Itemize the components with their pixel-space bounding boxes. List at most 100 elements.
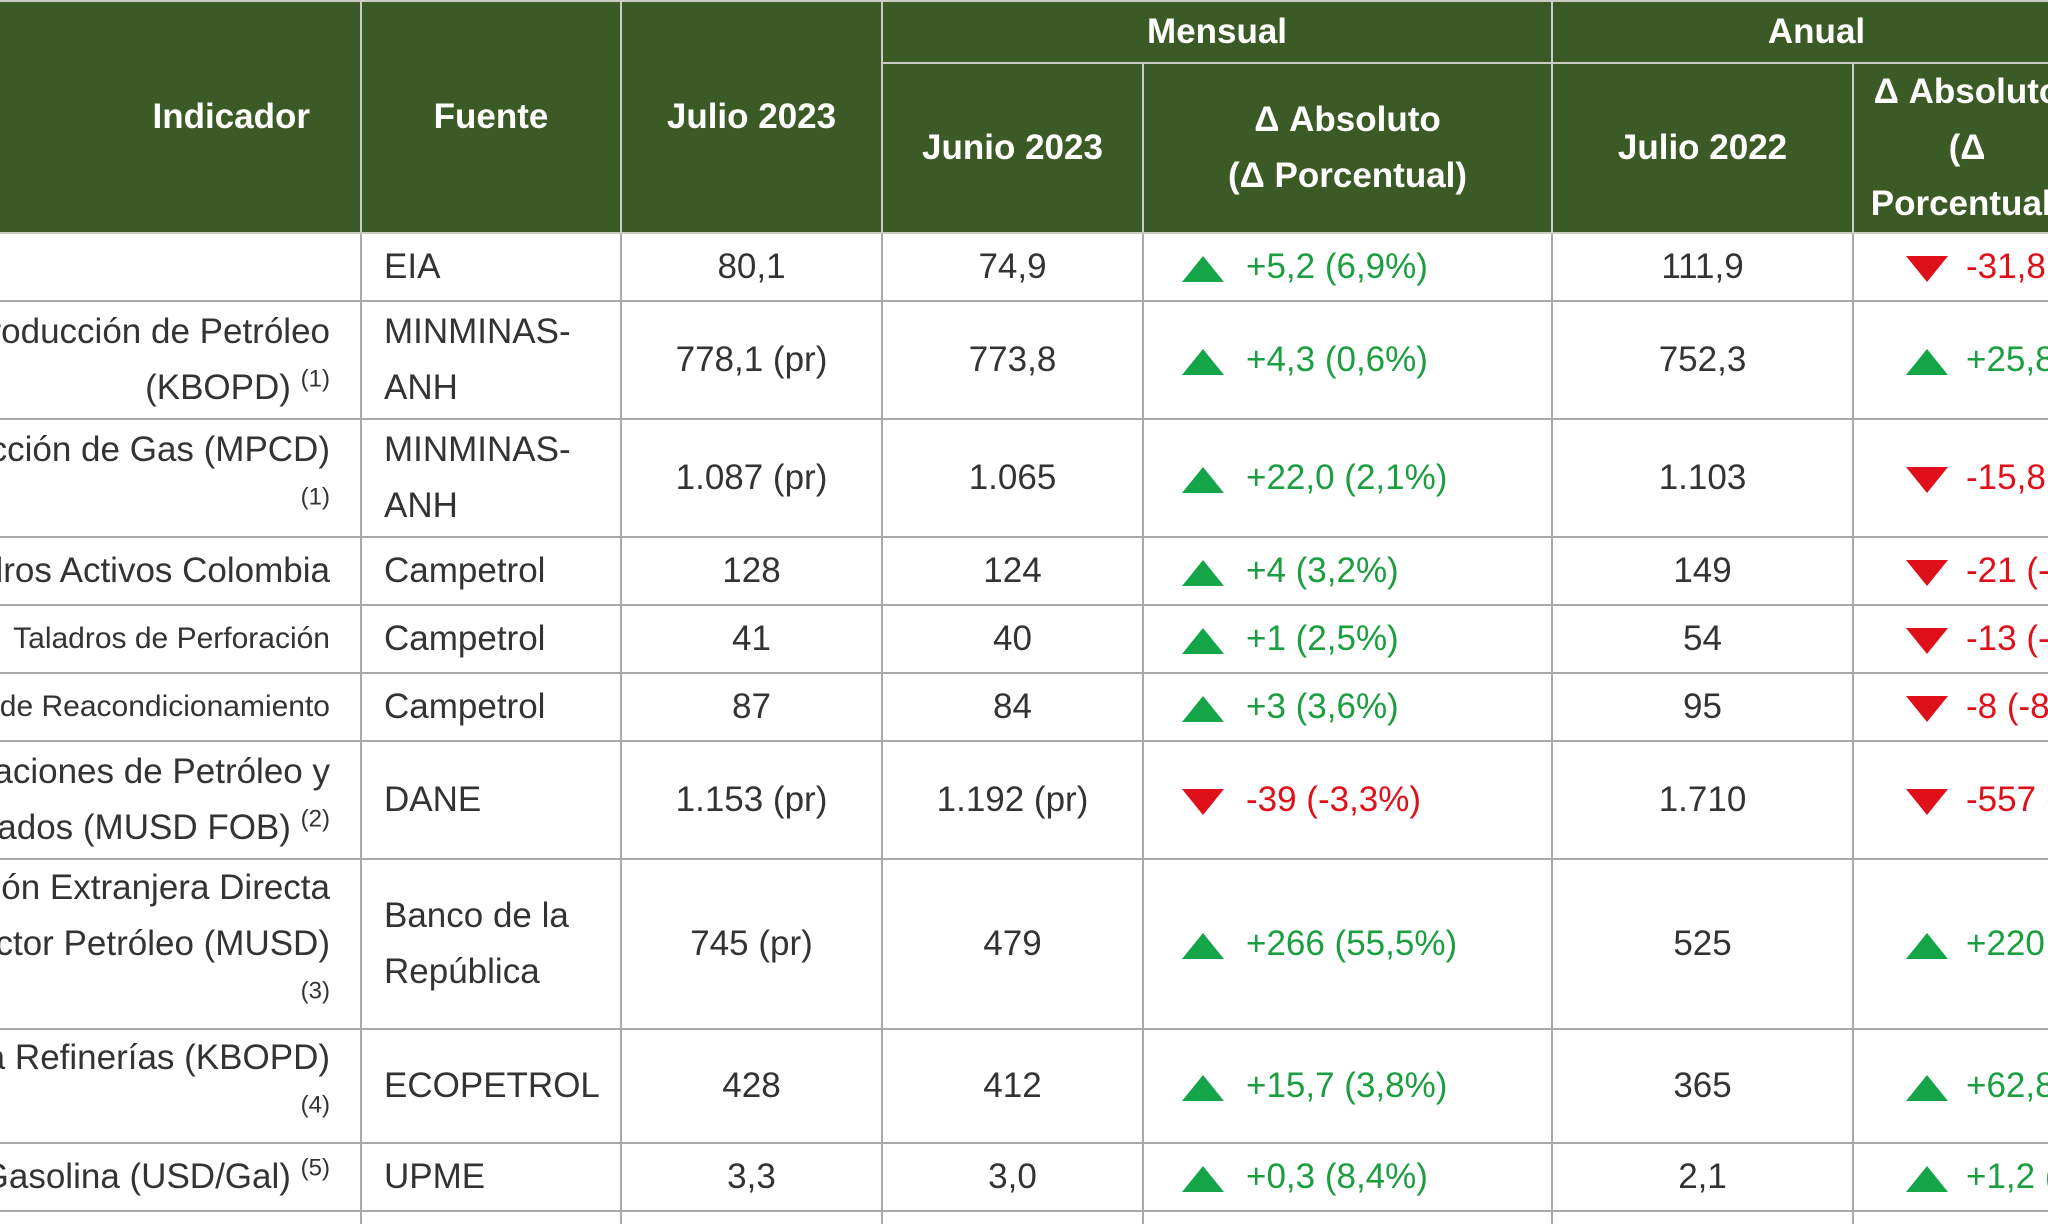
prev-year-value-cell: 365 <box>1551 1028 1855 1144</box>
prev-year-value: 111,9 <box>1661 247 1744 286</box>
table-body: EIA 80,1 74,9 +5,2 (6,9%) 111,9 -31,8 (-28,4%… <box>0 232 2048 1224</box>
current-value: 1.087 (pr) <box>675 458 828 497</box>
header-prev-year: Julio 2022 <box>1551 62 1855 234</box>
prev-month-value: 1.065 <box>968 458 1057 497</box>
triangle-up-icon <box>1182 695 1224 722</box>
source-cell: MINMINAS-ANH <box>360 300 622 420</box>
prev-month-value-cell: 2,2 <box>881 1210 1144 1224</box>
table-row: Producción de Gas (MPCD) (1)MINMINAS-ANH… <box>0 418 2048 538</box>
current-value: 778,1 (pr) <box>675 340 828 379</box>
indicator-label: Producción de Petróleo (KBOPD) <box>0 312 330 407</box>
indicator-label: Inversión Extranjera Directa del Sector … <box>0 868 330 963</box>
source-cell: UPME <box>360 1142 622 1212</box>
prev-month-value-cell: 3,0 <box>881 1142 1144 1212</box>
triangle-up-icon <box>1906 932 1949 959</box>
source-label: Campetrol <box>384 687 546 726</box>
indicator-label: Producción de Gas (MPCD) <box>0 430 330 469</box>
current-value: 80,1 <box>717 247 786 286</box>
prev-month-value: 84 <box>993 687 1032 726</box>
monthly-delta-value: -39 (-3,3%) <box>1246 780 1422 819</box>
source-label: EIA <box>384 247 441 286</box>
header-delta-line1: Δ Absoluto <box>1254 100 1441 139</box>
header-annual-delta-line2: (Δ Porcentual) <box>1870 128 2048 223</box>
annual-delta-value: -15,8 (-1,4%) <box>1966 458 2048 497</box>
annual-delta-cell: -15,8 (-1,4%) <box>1852 418 2048 538</box>
current-value: 87 <box>732 687 771 726</box>
monthly-delta-value: +5,2 (6,9%) <box>1246 247 1428 286</box>
annual-delta-value: +1,2 (57,1%) <box>1966 1157 2048 1196</box>
annual-delta-cell: +220 (41,9%) <box>1852 858 2048 1030</box>
triangle-down-icon <box>1906 466 1949 493</box>
current-value: 128 <box>722 551 781 590</box>
triangle-up-icon <box>1182 932 1224 959</box>
indicator-cell <box>0 232 362 302</box>
source-label: Banco de la República <box>384 896 569 991</box>
indicator-cell: Precio Gasolina (USD/Gal) (5) <box>0 1142 362 1212</box>
table-row: Carga a Refinerías (KBOPD) (4) ECOPETROL 4… <box>0 1028 2048 1144</box>
prev-month-value: 479 <box>983 924 1042 963</box>
monthly-delta-cell: +0,3 (8,4%) <box>1141 1142 1554 1212</box>
prev-year-value: 149 <box>1673 551 1732 590</box>
prev-month-value: 1.192 (pr) <box>936 780 1089 819</box>
annual-delta-value: -21 (-14,1%) <box>1966 551 2048 590</box>
current-value: 428 <box>722 1066 781 1105</box>
prev-month-value-cell: 1.192 (pr) <box>881 740 1144 860</box>
indicator-cell: Producción de Gas (MPCD) (1) <box>0 418 362 538</box>
triangle-down-icon <box>1906 559 1949 586</box>
triangle-up-icon <box>1906 348 1949 375</box>
current-value-cell: 745 (pr) <box>620 858 883 1030</box>
indicator-label: Taladros de Perforación <box>13 622 330 655</box>
prev-year-value-cell: 1.710 <box>1551 740 1855 860</box>
current-value: 745 (pr) <box>690 924 813 963</box>
prev-year-value-cell: 54 <box>1551 604 1855 674</box>
indicator-cell: Carga a Refinerías (KBOPD) (4) <box>0 1028 362 1144</box>
triangle-up-icon <box>1182 559 1224 586</box>
prev-year-value-cell: 525 <box>1551 858 1855 1030</box>
current-value: 3,3 <box>727 1157 776 1196</box>
source-cell: Campetrol <box>360 604 622 674</box>
prev-month-value: 74,9 <box>978 247 1047 286</box>
source-cell: ECOPETROL <box>360 1028 622 1144</box>
table-row: Producción de Petróleo (KBOPD) (1) MINMIN… <box>0 300 2048 420</box>
prev-year-value: 365 <box>1673 1066 1732 1105</box>
indicator-cell: Precio ACPM (USD/Gal) (5) <box>0 1210 362 1224</box>
table-row: Taladros de Reacondicionamiento Campetrol… <box>0 672 2048 742</box>
indicator-cell: Taladros de Perforación <box>0 604 362 674</box>
indicator-cell: Exportaciones de Petróleo y Derivados (M… <box>0 740 362 860</box>
annual-delta-value: +62,8 (17,2%) <box>1966 1066 2048 1105</box>
prev-month-value-cell: 479 <box>881 858 1144 1030</box>
current-value-cell: 428 <box>620 1028 883 1144</box>
current-value-cell: 3,3 <box>620 1142 883 1212</box>
annual-delta-cell: +25,8 (3,4%) <box>1852 300 2048 420</box>
indicator-label: Carga a Refinerías (KBOPD) <box>0 1038 330 1077</box>
header-annual-delta-line1: Δ Absoluto <box>1873 72 2048 111</box>
source-cell: UPME <box>360 1210 622 1224</box>
monthly-delta-value: +266 (55,5%) <box>1246 924 1458 963</box>
table-row: Precio ACPM (USD/Gal) (5)UPME2,32,2+0,1 … <box>0 1210 2048 1224</box>
prev-month-value-cell: 773,8 <box>881 300 1144 420</box>
current-value: 1.153 (pr) <box>675 780 828 819</box>
triangle-up-icon <box>1182 466 1224 493</box>
annual-delta-value: -31,8 (-28,4%) <box>1966 247 2048 286</box>
prev-month-value: 773,8 <box>968 340 1057 379</box>
prev-month-value-cell: 84 <box>881 672 1144 742</box>
prev-month-value-cell: 412 <box>881 1028 1144 1144</box>
source-label: DANE <box>384 780 482 819</box>
source-label: UPME <box>384 1157 486 1196</box>
footnote-marker: (2) <box>300 805 330 833</box>
triangle-down-icon <box>1906 788 1949 815</box>
monthly-delta-cell: -39 (-3,3%) <box>1141 740 1554 860</box>
monthly-delta-cell: +0,1 (3,5%) <box>1141 1210 1554 1224</box>
prev-year-value-cell: 752,3 <box>1551 300 1855 420</box>
triangle-down-icon <box>1906 627 1949 654</box>
footnote-marker: (5) <box>300 1154 330 1182</box>
annual-delta-value: +220 (41,9%) <box>1966 924 2048 963</box>
table-row: EIA 80,1 74,9 +5,2 (6,9%) 111,9 -31,8 (-28,4%… <box>0 232 2048 302</box>
prev-year-value-cell: 2,1 <box>1551 1142 1855 1212</box>
triangle-up-icon <box>1906 1074 1949 1101</box>
prev-year-value: 54 <box>1683 619 1722 658</box>
prev-year-value: 1.710 <box>1658 780 1747 819</box>
monthly-delta-value: +4 (3,2%) <box>1246 551 1399 590</box>
